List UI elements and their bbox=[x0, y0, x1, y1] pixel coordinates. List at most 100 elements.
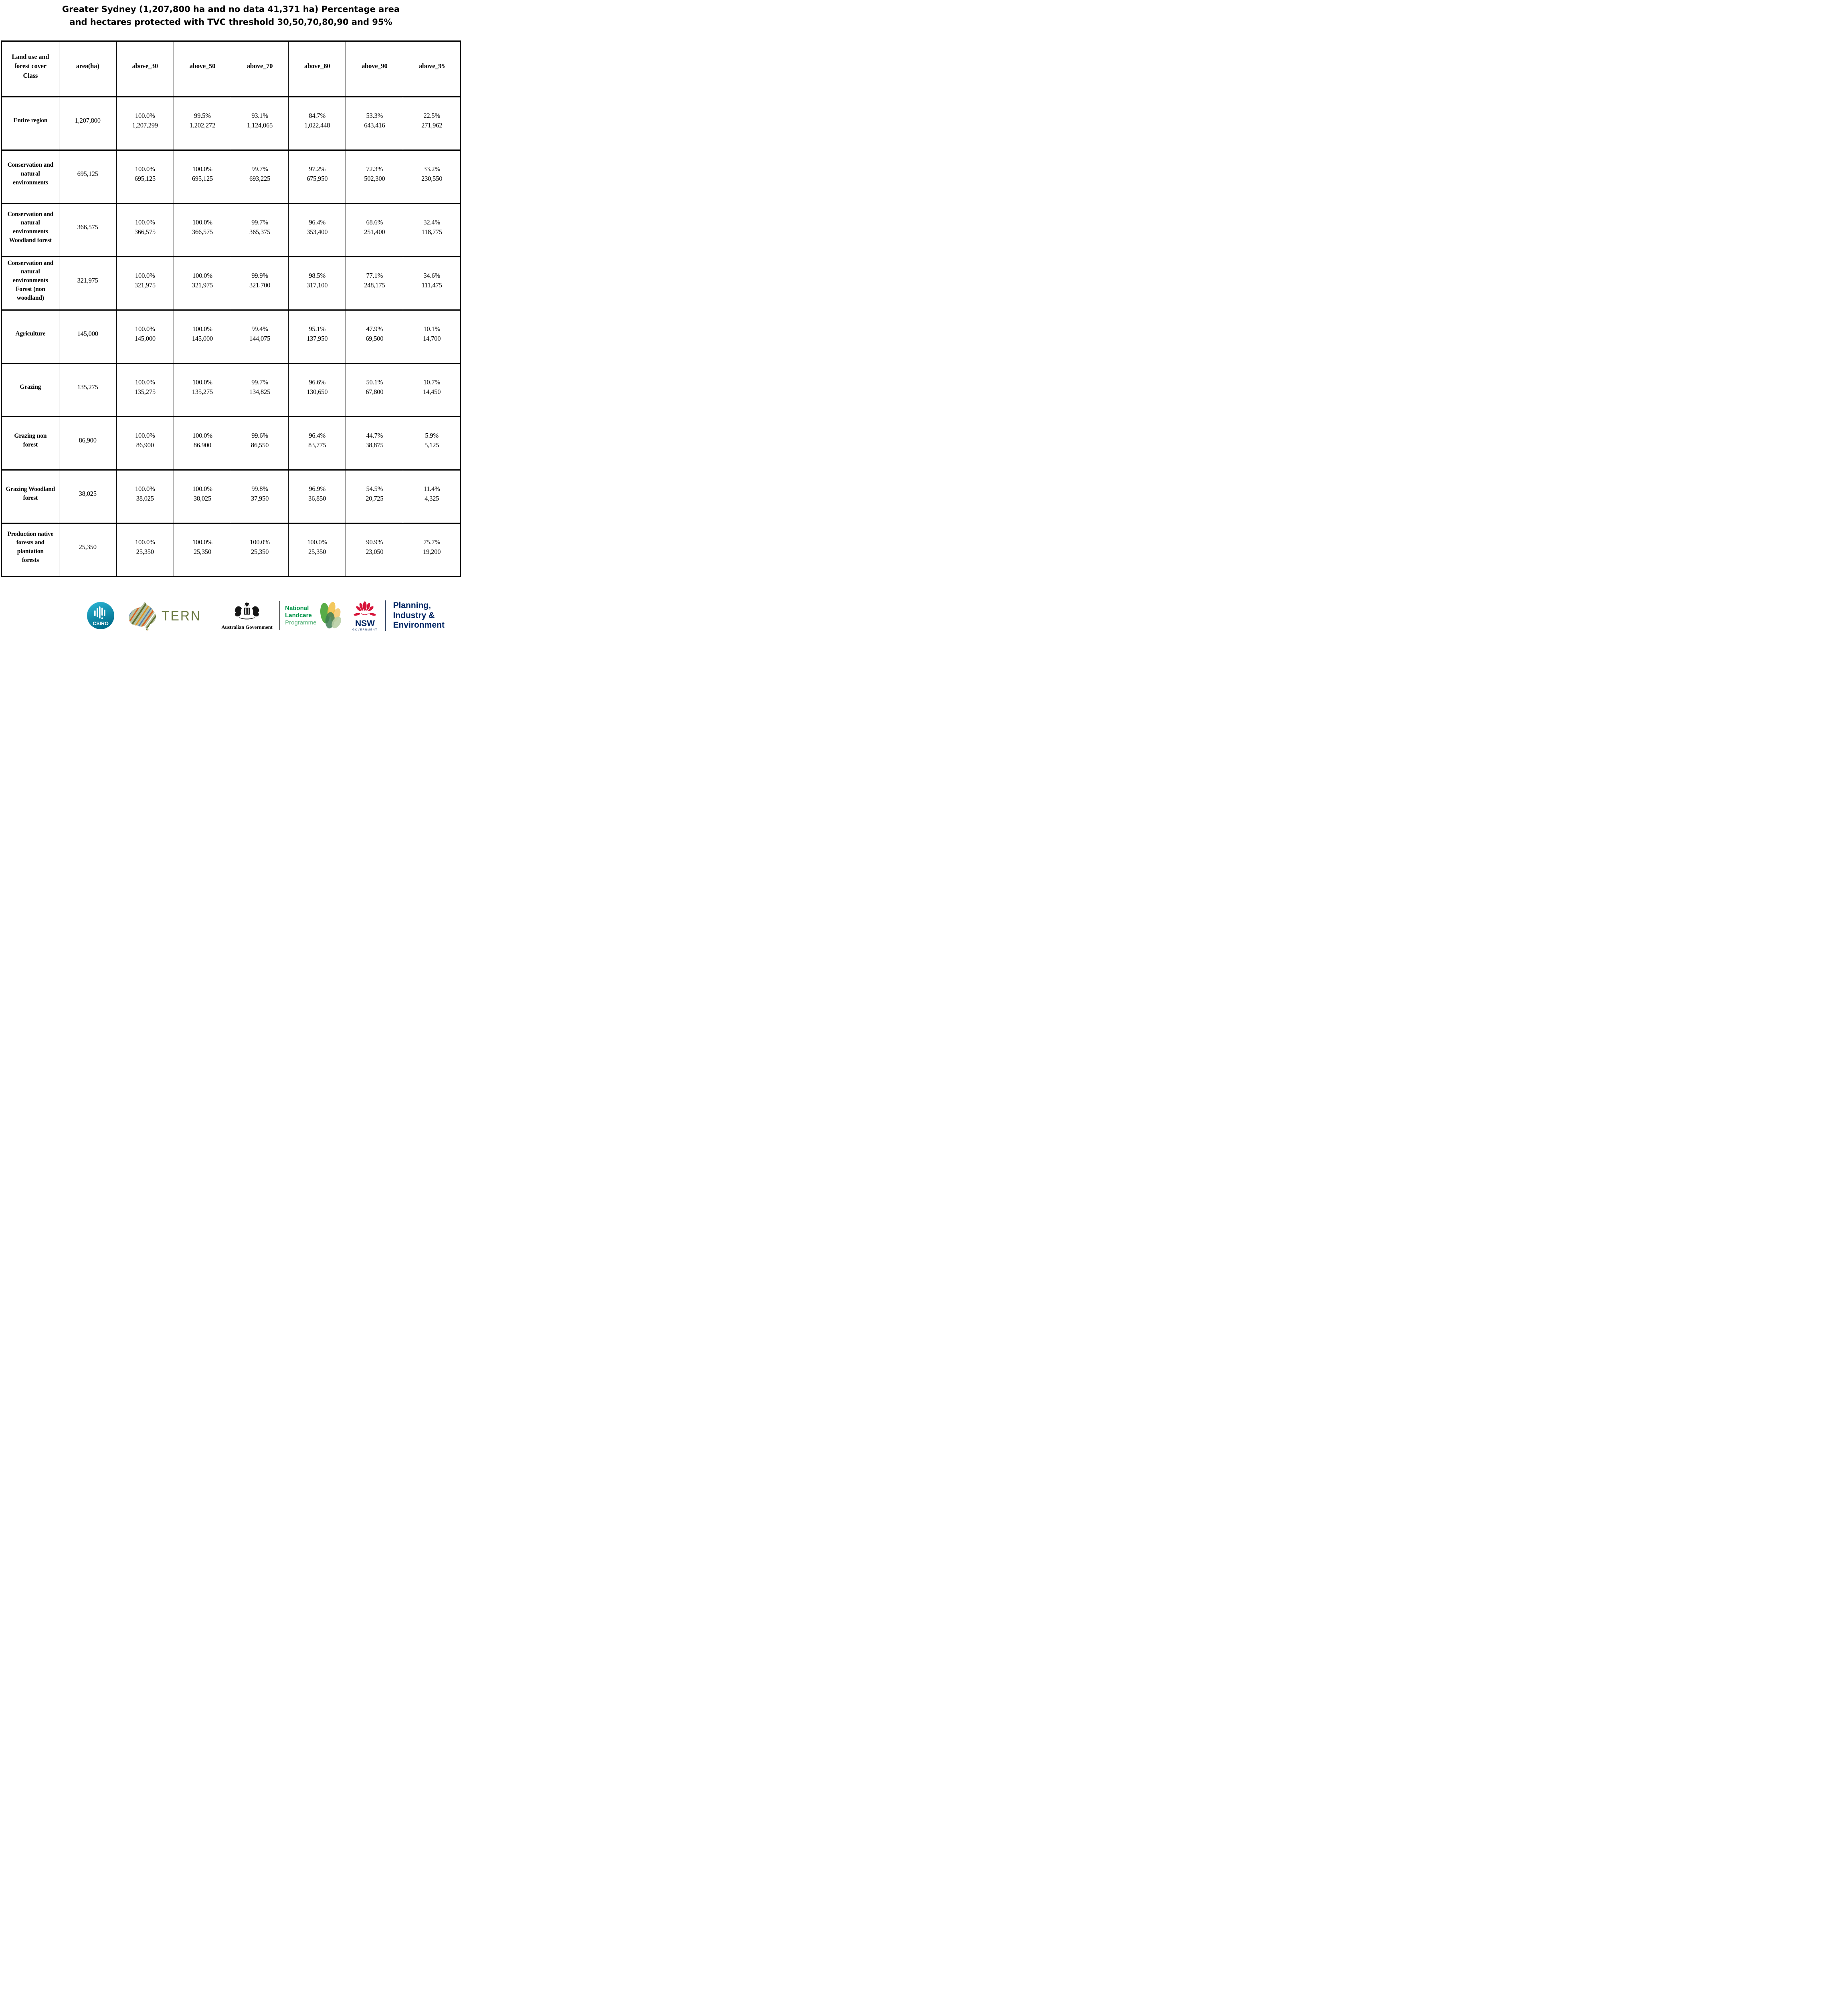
nsw-label: NSW bbox=[355, 619, 375, 628]
page-title-line-2: and hectares protected with TVC threshol… bbox=[69, 17, 392, 27]
cell-area: 25,350 bbox=[59, 523, 117, 577]
cell-above-50: 99.5% 1,202,272 bbox=[173, 96, 232, 151]
nsw-government-logo: NSW GOVERNMENT bbox=[352, 600, 378, 631]
cell-above-70: 99.4% 144,075 bbox=[230, 309, 289, 364]
planning-industry-environment-label: Planning, Industry & Environment bbox=[393, 601, 444, 630]
col-header-above-70: above_70 bbox=[230, 40, 289, 97]
tern-map-icon bbox=[129, 601, 156, 630]
cell-above-80: 95.1% 137,950 bbox=[288, 309, 346, 364]
cell-area: 366,575 bbox=[59, 203, 117, 257]
cell-above-95: 75.7% 19,200 bbox=[403, 523, 461, 577]
pie-line-2: Industry & bbox=[393, 610, 435, 620]
row-label: Production native forests and plantation… bbox=[1, 523, 59, 577]
cell-above-70: 99.7% 134,825 bbox=[230, 363, 289, 417]
landcare-leaf-icon bbox=[320, 602, 342, 628]
cell-above-50: 100.0% 86,900 bbox=[173, 416, 232, 471]
cell-above-95: 10.1% 14,700 bbox=[403, 309, 461, 364]
page-title-line-1: Greater Sydney (1,207,800 ha and no data… bbox=[62, 4, 400, 14]
divider bbox=[385, 600, 386, 631]
cell-above-30: 100.0% 38,025 bbox=[116, 469, 174, 524]
cell-above-70: 99.9% 321,700 bbox=[230, 256, 289, 311]
data-table: Land use and forest cover Class area(ha)… bbox=[1, 40, 461, 577]
nsw-waratah-icon bbox=[353, 601, 377, 616]
cell-above-50: 100.0% 366,575 bbox=[173, 203, 232, 257]
cell-above-90: 90.9% 23,050 bbox=[346, 523, 404, 577]
nsw-government-label: GOVERNMENT bbox=[352, 628, 378, 631]
cell-above-70: 99.7% 693,225 bbox=[230, 149, 289, 204]
cell-above-95: 22.5% 271,962 bbox=[403, 96, 461, 151]
cell-above-80: 100.0% 25,350 bbox=[288, 523, 346, 577]
cell-above-80: 97.2% 675,950 bbox=[288, 149, 346, 204]
cell-area: 695,125 bbox=[59, 149, 117, 204]
cell-above-95: 34.6% 111,475 bbox=[403, 256, 461, 311]
cell-area: 135,275 bbox=[59, 363, 117, 417]
col-header-above-80: above_80 bbox=[288, 40, 346, 97]
cell-above-95: 33.2% 230,550 bbox=[403, 149, 461, 204]
cell-above-50: 100.0% 695,125 bbox=[173, 149, 232, 204]
page-title: Greater Sydney (1,207,800 ha and no data… bbox=[0, 0, 462, 28]
cell-above-70: 100.0% 25,350 bbox=[230, 523, 289, 577]
landcare-line-3: Programme bbox=[285, 619, 317, 626]
cell-above-90: 54.5% 20,725 bbox=[346, 469, 404, 524]
cell-above-80: 98.5% 317,100 bbox=[288, 256, 346, 311]
cell-above-70: 93.1% 1,124,065 bbox=[230, 96, 289, 151]
cell-above-95: 32.4% 118,775 bbox=[403, 203, 461, 257]
table-row-grazing-woodland: Grazing Woodland forest 38,025 100.0% 38… bbox=[1, 469, 461, 524]
cell-above-30: 100.0% 135,275 bbox=[116, 363, 174, 417]
cell-above-90: 47.9% 69,500 bbox=[346, 309, 404, 364]
table-row-agriculture: Agriculture 145,000 100.0% 145,000 100.0… bbox=[1, 309, 461, 364]
table-row-grazing-non-forest: Grazing non forest 86,900 100.0% 86,900 … bbox=[1, 416, 461, 471]
cell-above-30: 100.0% 321,975 bbox=[116, 256, 174, 311]
cell-above-80: 96.6% 130,650 bbox=[288, 363, 346, 417]
cell-area: 321,975 bbox=[59, 256, 117, 311]
logo-strip: CSIRO TERN bbox=[0, 593, 462, 638]
cell-above-30: 100.0% 86,900 bbox=[116, 416, 174, 471]
cell-above-50: 100.0% 145,000 bbox=[173, 309, 232, 364]
pie-line-1: Planning, bbox=[393, 601, 431, 610]
australian-government-crest-icon bbox=[235, 601, 259, 620]
cell-above-80: 84.7% 1,022,448 bbox=[288, 96, 346, 151]
table-row-conservation: Conservation and natural environments 69… bbox=[1, 149, 461, 204]
australian-government-logo: Australian Government bbox=[220, 601, 274, 630]
row-label: Entire region bbox=[1, 96, 59, 151]
landcare-line-2: Landcare bbox=[285, 612, 312, 619]
table-row-production-forests: Production native forests and plantation… bbox=[1, 523, 461, 577]
col-header-above-95: above_95 bbox=[403, 40, 461, 97]
col-header-above-30: above_30 bbox=[116, 40, 174, 97]
cell-above-95: 10.7% 14,450 bbox=[403, 363, 461, 417]
row-label: Grazing non forest bbox=[1, 416, 59, 471]
landcare-line-1: National bbox=[285, 604, 309, 612]
row-label: Grazing bbox=[1, 363, 59, 417]
cell-above-70: 99.8% 37,950 bbox=[230, 469, 289, 524]
col-header-above-90: above_90 bbox=[346, 40, 404, 97]
divider bbox=[279, 601, 281, 630]
cell-above-80: 96.9% 36,850 bbox=[288, 469, 346, 524]
col-header-area: area(ha) bbox=[59, 40, 117, 97]
table-row-conservation-woodland: Conservation and natural environments Wo… bbox=[1, 203, 461, 257]
cell-above-30: 100.0% 695,125 bbox=[116, 149, 174, 204]
cell-above-90: 53.3% 643,416 bbox=[346, 96, 404, 151]
col-header-class: Land use and forest cover Class bbox=[1, 40, 59, 97]
cell-above-80: 96.4% 353,400 bbox=[288, 203, 346, 257]
cell-above-95: 5.9% 5,125 bbox=[403, 416, 461, 471]
table-row-entire-region: Entire region 1,207,800 100.0% 1,207,299… bbox=[1, 96, 461, 151]
cell-above-30: 100.0% 1,207,299 bbox=[116, 96, 174, 151]
row-label: Conservation and natural environments Fo… bbox=[1, 256, 59, 311]
col-header-above-50: above_50 bbox=[173, 40, 232, 97]
row-label: Grazing Woodland forest bbox=[1, 469, 59, 524]
csiro-label: CSIRO bbox=[93, 621, 109, 626]
cell-above-95: 11.4% 4,325 bbox=[403, 469, 461, 524]
cell-above-50: 100.0% 135,275 bbox=[173, 363, 232, 417]
cell-area: 1,207,800 bbox=[59, 96, 117, 151]
pie-line-3: Environment bbox=[393, 620, 445, 630]
cell-above-90: 77.1% 248,175 bbox=[346, 256, 404, 311]
cell-above-90: 50.1% 67,800 bbox=[346, 363, 404, 417]
cell-area: 86,900 bbox=[59, 416, 117, 471]
cell-above-30: 100.0% 145,000 bbox=[116, 309, 174, 364]
row-label: Conservation and natural environments Wo… bbox=[1, 203, 59, 257]
cell-area: 38,025 bbox=[59, 469, 117, 524]
cell-above-90: 68.6% 251,400 bbox=[346, 203, 404, 257]
cell-above-50: 100.0% 321,975 bbox=[173, 256, 232, 311]
cell-above-70: 99.6% 86,550 bbox=[230, 416, 289, 471]
cell-above-30: 100.0% 366,575 bbox=[116, 203, 174, 257]
